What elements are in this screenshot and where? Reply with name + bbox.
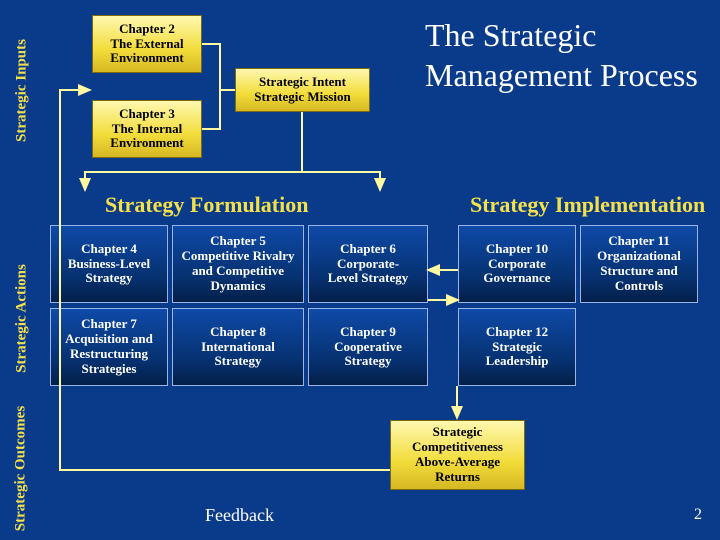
card-chapter-7: Chapter 7 Acquisition and Restructuring … bbox=[50, 308, 168, 386]
page-title: The Strategic Management Process bbox=[425, 15, 705, 95]
diagram-root: Strategic Inputs Strategic Actions Strat… bbox=[0, 0, 720, 540]
box-intent-l1: Strategic Intent bbox=[254, 75, 350, 90]
card-chapter-4: Chapter 4 Business-Level Strategy bbox=[50, 225, 168, 303]
box-ch2-l3: Environment bbox=[110, 51, 183, 66]
box-chapter-3: Chapter 3 The Internal Environment bbox=[92, 100, 202, 158]
side-label-inputs: Strategic Inputs bbox=[14, 31, 31, 151]
box-chapter-2: Chapter 2 The External Environment bbox=[92, 15, 202, 73]
box-ch3-l3: Environment bbox=[110, 136, 183, 151]
box-ch2-l1: Chapter 2 bbox=[110, 22, 183, 37]
box-outcomes: Strategic Competitiveness Above-Average … bbox=[390, 420, 525, 490]
box-ch3-l2: The Internal bbox=[110, 122, 183, 137]
card-chapter-11: Chapter 11 Organizational Structure and … bbox=[580, 225, 698, 303]
card-chapter-8: Chapter 8 International Strategy bbox=[172, 308, 304, 386]
box-ch3-l1: Chapter 3 bbox=[110, 107, 183, 122]
side-label-actions: Strategic Actions bbox=[14, 259, 31, 379]
card-chapter-10: Chapter 10 Corporate Governance bbox=[458, 225, 576, 303]
feedback-label: Feedback bbox=[205, 505, 274, 526]
card-chapter-12: Chapter 12 Strategic Leadership bbox=[458, 308, 576, 386]
side-label-outcomes: Strategic Outcomes bbox=[13, 404, 30, 534]
header-implementation: Strategy Implementation bbox=[470, 192, 705, 218]
box-intent-mission: Strategic Intent Strategic Mission bbox=[235, 68, 370, 112]
card-chapter-5: Chapter 5 Competitive Rivalry and Compet… bbox=[172, 225, 304, 303]
card-chapter-6: Chapter 6 Corporate- Level Strategy bbox=[308, 225, 428, 303]
box-intent-l2: Strategic Mission bbox=[254, 90, 350, 105]
card-chapter-9: Chapter 9 Cooperative Strategy bbox=[308, 308, 428, 386]
page-number: 2 bbox=[694, 506, 702, 524]
box-ch2-l2: The External bbox=[110, 37, 183, 52]
header-formulation: Strategy Formulation bbox=[105, 192, 308, 218]
